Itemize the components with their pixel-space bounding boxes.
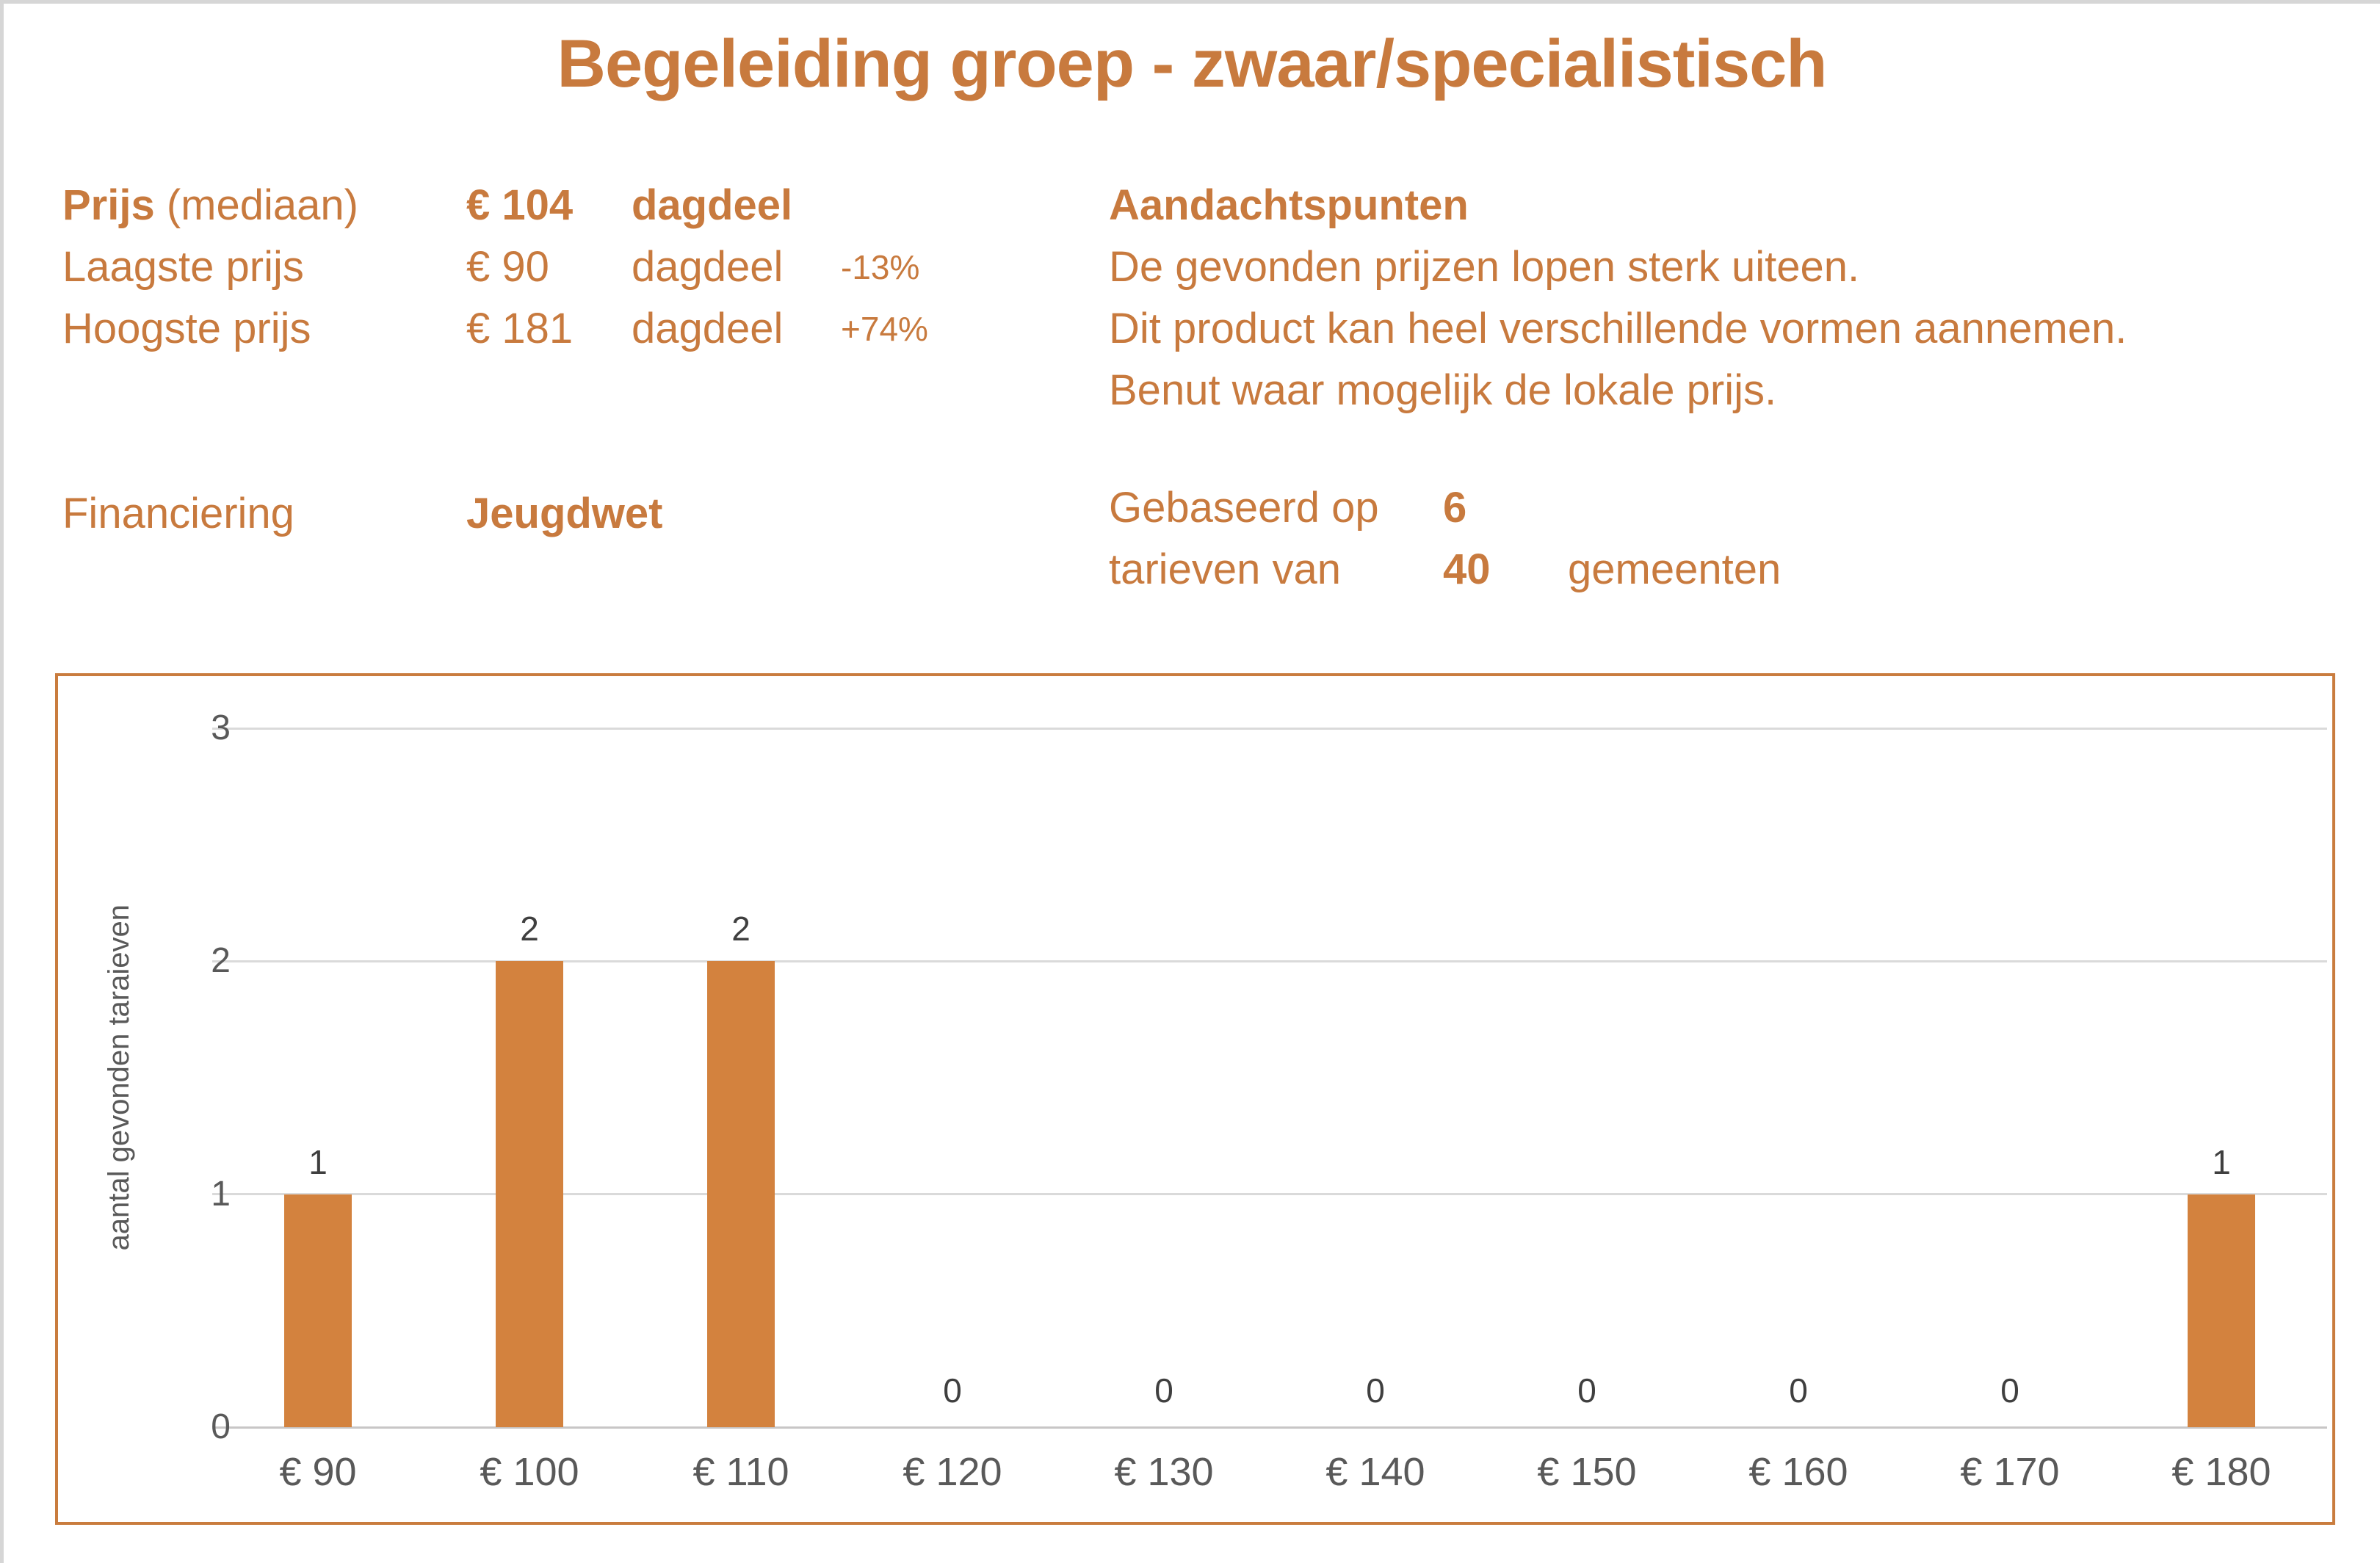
price-lowest-value: € 90	[466, 243, 549, 291]
price-highest-unit: dagdeel	[632, 305, 784, 352]
price-median-label-bold: Prijs	[62, 181, 155, 229]
bar-value-label-€170: 0	[2000, 1371, 2019, 1410]
x-tick-label-€100: € 100	[480, 1450, 579, 1494]
bar-value-label-€180: 1	[2212, 1142, 2231, 1181]
price-lowest-percent: -13%	[841, 248, 920, 286]
financing-value: Jeugdwet	[466, 490, 663, 537]
bar-value-label-€90: 1	[308, 1142, 328, 1181]
x-tick-label-€150: € 150	[1537, 1450, 1637, 1494]
x-tick-label-€110: € 110	[692, 1450, 789, 1494]
y-tick-label-0: 0	[211, 1407, 231, 1446]
x-tick-label-€130: € 130	[1114, 1450, 1214, 1494]
x-tick-label-€120: € 120	[903, 1450, 1002, 1494]
x-tick-label-€170: € 170	[1960, 1450, 2060, 1494]
bar-value-label-€130: 0	[1154, 1371, 1173, 1410]
price-median-label: Prijs (mediaan)	[62, 180, 466, 231]
bar-value-label-€150: 0	[1577, 1371, 1596, 1410]
gridline-y1	[212, 1193, 2327, 1196]
basis-row-1: Gebaseerd op 6	[1109, 482, 1568, 534]
bar-value-label-€110: 2	[731, 910, 750, 949]
price-lowest-row: Laagste prijs € 90 dagdeel -13%	[62, 242, 919, 293]
basis-suffix: gemeenten	[1568, 545, 1782, 593]
bar-€180	[2188, 1194, 2255, 1427]
x-tick-label-€180: € 180	[2171, 1450, 2271, 1494]
x-tick-label-€90: € 90	[279, 1450, 357, 1494]
financing-label: Financiering	[62, 490, 294, 537]
y-tick-label-2: 2	[211, 941, 231, 981]
price-lowest-unit: dagdeel	[632, 243, 784, 291]
price-median-unit: dagdeel	[632, 181, 793, 229]
gridline-y0	[212, 1426, 2327, 1429]
gridline-y2	[212, 960, 2327, 962]
price-highest-percent: +74%	[841, 310, 928, 348]
plot-area: 1 € 90 2 € 100 2 € 110 0 € 120 0 € 130 0 € 140 0 € 15…	[212, 727, 2327, 1494]
price-highest-label: Hoogste prijs	[62, 305, 311, 352]
notes-heading: Aandachtspunten	[1109, 181, 1469, 229]
page-title: Begeleiding groep - zwaar/specialistisch	[557, 26, 1828, 101]
financing-row: Financiering Jeugdwet	[62, 488, 663, 540]
note-line-2: Dit product kan heel verschillende vorme…	[1109, 305, 2127, 352]
bar-value-label-€100: 2	[520, 910, 539, 949]
bar-value-label-€140: 0	[1366, 1371, 1385, 1410]
price-median-value: € 104	[466, 181, 574, 229]
y-axis-title: aantal gevonden taraieven	[93, 728, 145, 1427]
bar-value-label-€160: 0	[1789, 1371, 1808, 1410]
basis-prefix-1: Gebaseerd op	[1109, 484, 1379, 532]
price-median-row: Prijs (mediaan) € 104 dagdeel	[62, 180, 841, 231]
basis-row-2: tarieven van 40 gemeenten	[1109, 544, 1781, 595]
gridline-y3	[212, 727, 2327, 730]
basis-count-municipalities: 40	[1443, 545, 1491, 593]
price-highest-value: € 181	[466, 305, 574, 352]
bar-€90	[284, 1194, 352, 1427]
y-tick-label-1: 1	[211, 1174, 231, 1214]
basis-prefix-2: tarieven van	[1109, 545, 1341, 593]
x-tick-label-€140: € 140	[1325, 1450, 1425, 1494]
price-median-label-rest: (mediaan)	[154, 181, 358, 229]
bar-chart-frame: aantal gevonden taraieven 1 € 90 2 € 100 2 € …	[55, 673, 2335, 1525]
price-highest-row: Hoogste prijs € 181 dagdeel +74%	[62, 303, 928, 355]
bar-€100	[496, 961, 563, 1427]
bar-€110	[707, 961, 775, 1427]
bar-value-label-€120: 0	[943, 1371, 962, 1410]
y-tick-label-3: 3	[211, 708, 231, 747]
note-line-1: De gevonden prijzen lopen sterk uiteen.	[1109, 243, 1860, 291]
note-line-3: Benut waar mogelijk de lokale prijs.	[1109, 366, 1777, 414]
price-lowest-label: Laagste prijs	[62, 243, 304, 291]
x-tick-label-€160: € 160	[1748, 1450, 1848, 1494]
basis-count-tariffs: 6	[1443, 484, 1467, 532]
